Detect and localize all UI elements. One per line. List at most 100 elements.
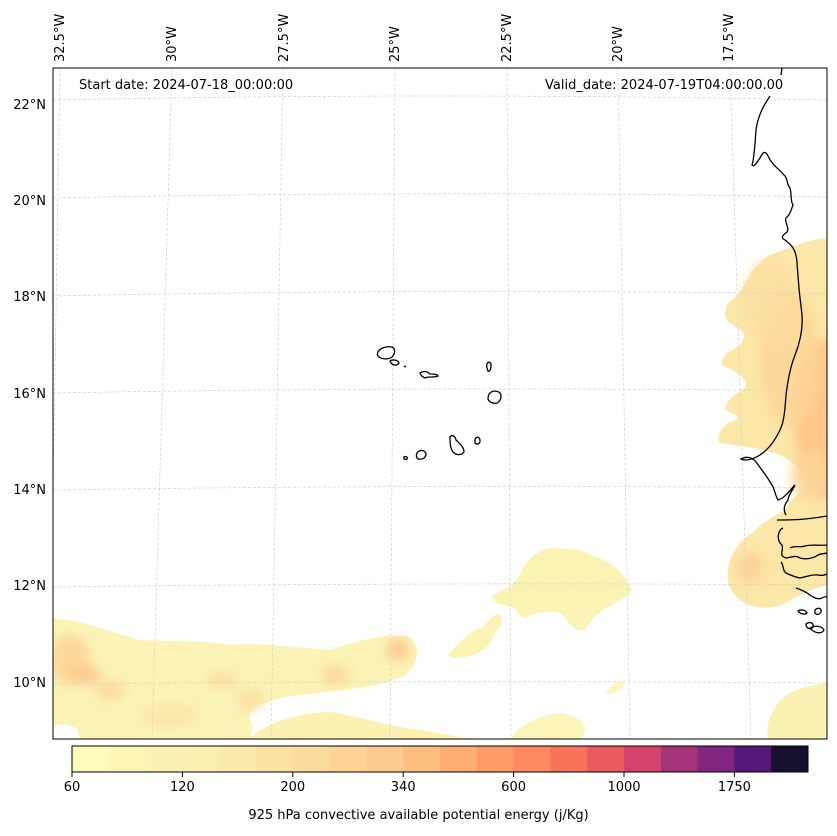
map-frame bbox=[52, 67, 828, 740]
gridline-lon-32.5 bbox=[53, 68, 61, 517]
valid-date-annotation: Valid_date: 2024-07-19T04:00:00.00 bbox=[545, 78, 784, 93]
colorbar-bin bbox=[771, 746, 809, 772]
colorbar-ticks bbox=[71, 772, 735, 777]
colorbar-label: 925 hPa convective available potential e… bbox=[248, 808, 589, 823]
cape-senegal-interior bbox=[790, 450, 827, 500]
coastlines bbox=[376, 68, 827, 634]
cape-sw-hotspot-2 bbox=[69, 665, 101, 685]
cape-region-south-band-2 bbox=[250, 712, 470, 739]
colorbar-bin bbox=[366, 746, 404, 772]
cape-south-hotspot-4 bbox=[208, 672, 236, 688]
lat-label-12n: 12°N bbox=[13, 579, 46, 594]
coastline-cv-fogo bbox=[415, 449, 427, 460]
start-date-annotation: Start date: 2024-07-18_00:00:00 bbox=[79, 78, 294, 93]
colorbar-bin bbox=[476, 746, 515, 772]
gridline-lat-18 bbox=[53, 291, 827, 297]
colorbar-bin bbox=[660, 746, 699, 772]
coastline-west-africa bbox=[739, 68, 827, 600]
lat-label-10n: 10°N bbox=[13, 676, 46, 691]
colorbar-bin bbox=[72, 746, 110, 772]
colorbar-bin bbox=[513, 746, 551, 772]
lat-label-16n: 16°N bbox=[13, 387, 46, 402]
colorbar-tick-label: 1000 bbox=[607, 780, 641, 795]
colorbar-bin bbox=[256, 746, 294, 772]
coastline-bijagos-4 bbox=[809, 625, 825, 634]
lon-label-32.5w: 32.5°W bbox=[53, 13, 68, 62]
colorbar-tick-label: 60 bbox=[63, 780, 81, 795]
colorbar bbox=[72, 746, 809, 772]
coastline-cv-brava bbox=[403, 455, 408, 461]
colorbar-tick-label: 1750 bbox=[717, 780, 751, 795]
lat-label-14n: 14°N bbox=[13, 483, 46, 498]
coastline-cv-santa-luzia bbox=[403, 365, 407, 368]
cape-intensity-layer bbox=[53, 260, 827, 727]
colorbar-bin bbox=[182, 746, 220, 772]
lat-label-20n: 20°N bbox=[13, 194, 46, 209]
map-background bbox=[53, 68, 827, 739]
lon-label-30w: 30°W bbox=[165, 26, 180, 62]
lon-label-22.5w: 22.5°W bbox=[500, 13, 515, 62]
colorbar-bin bbox=[587, 746, 625, 772]
colorbar-bin bbox=[550, 746, 588, 772]
gridline-lat-14 bbox=[53, 486, 827, 491]
lon-label-25w: 25°W bbox=[388, 26, 403, 62]
coastline-cv-boa-vista bbox=[487, 390, 502, 404]
cape-region-south-east bbox=[510, 713, 585, 739]
cape-south-hotspot-7 bbox=[386, 639, 410, 661]
cape-south-hotspot-8 bbox=[140, 703, 200, 727]
gridline-lon-20 bbox=[617, 68, 631, 739]
cape-south-hotspot-5 bbox=[236, 688, 264, 712]
coastline-cv-santo-antao bbox=[376, 346, 396, 360]
coastline-cv-sal bbox=[485, 361, 492, 372]
gridline-lon-25 bbox=[389, 68, 396, 739]
colorbar-bin bbox=[624, 746, 662, 772]
coastline-cv-maio bbox=[474, 436, 481, 445]
gridline-lat-22 bbox=[53, 95, 827, 101]
cape-sw-hotspot-3 bbox=[96, 680, 124, 700]
colorbar-bin bbox=[292, 746, 331, 772]
gridline-lon-22.5 bbox=[506, 68, 512, 739]
cape-guinea-hotspot bbox=[736, 553, 764, 581]
gridline-lat-12 bbox=[53, 583, 827, 588]
coastline-gambia bbox=[789, 544, 827, 549]
coastline-bijagos-2 bbox=[814, 607, 822, 616]
coastline-bijagos-1 bbox=[797, 609, 808, 615]
cape-region-small-blob bbox=[448, 614, 503, 658]
gridline-lon-17.5 bbox=[729, 68, 752, 739]
colorbar-tick-label: 340 bbox=[390, 780, 416, 795]
cape-mid-coast-2 bbox=[742, 260, 798, 340]
gridline-lat-20 bbox=[53, 193, 827, 199]
coastline-cv-sao-nicolau bbox=[419, 370, 439, 379]
colorbar-bin bbox=[145, 746, 183, 772]
colorbar-frame bbox=[71, 745, 809, 773]
colorbar-bin bbox=[440, 746, 478, 772]
gridline-lat-16 bbox=[53, 388, 827, 394]
gridline-lat-10 bbox=[53, 681, 827, 685]
lon-label-20w: 20°W bbox=[611, 26, 626, 62]
colorbar-bin bbox=[108, 746, 147, 772]
gridlines bbox=[53, 68, 827, 739]
colorbar-bin bbox=[734, 746, 772, 772]
cape-region-tiny-blob bbox=[605, 681, 626, 694]
gridline-lon-27.5 bbox=[270, 68, 284, 739]
lon-label-17.5w: 17.5°W bbox=[722, 13, 737, 62]
cape-region-central-blob bbox=[492, 547, 632, 631]
lat-label-22n: 22°N bbox=[13, 98, 46, 113]
colorbar-tick-label: 600 bbox=[501, 780, 527, 795]
cape-region-sw-corner-gap bbox=[53, 724, 80, 739]
colorbar-bin bbox=[403, 746, 441, 772]
lat-label-18n: 18°N bbox=[13, 290, 46, 305]
coastline-cv-santiago bbox=[449, 434, 465, 456]
colorbar-bin bbox=[329, 746, 367, 772]
colorbar-tick-label: 120 bbox=[169, 780, 195, 795]
colorbar-bin bbox=[697, 746, 735, 772]
coastline-cv-sao-vicente bbox=[389, 359, 400, 366]
colorbar-tick-label: 200 bbox=[280, 780, 306, 795]
gridline-lon-30 bbox=[151, 68, 173, 739]
colorbar-bin bbox=[219, 746, 257, 772]
cape-region-se-coast bbox=[767, 683, 827, 739]
cape-south-hotspot-6 bbox=[321, 665, 349, 685]
lon-label-27.5w: 27.5°W bbox=[277, 13, 292, 62]
